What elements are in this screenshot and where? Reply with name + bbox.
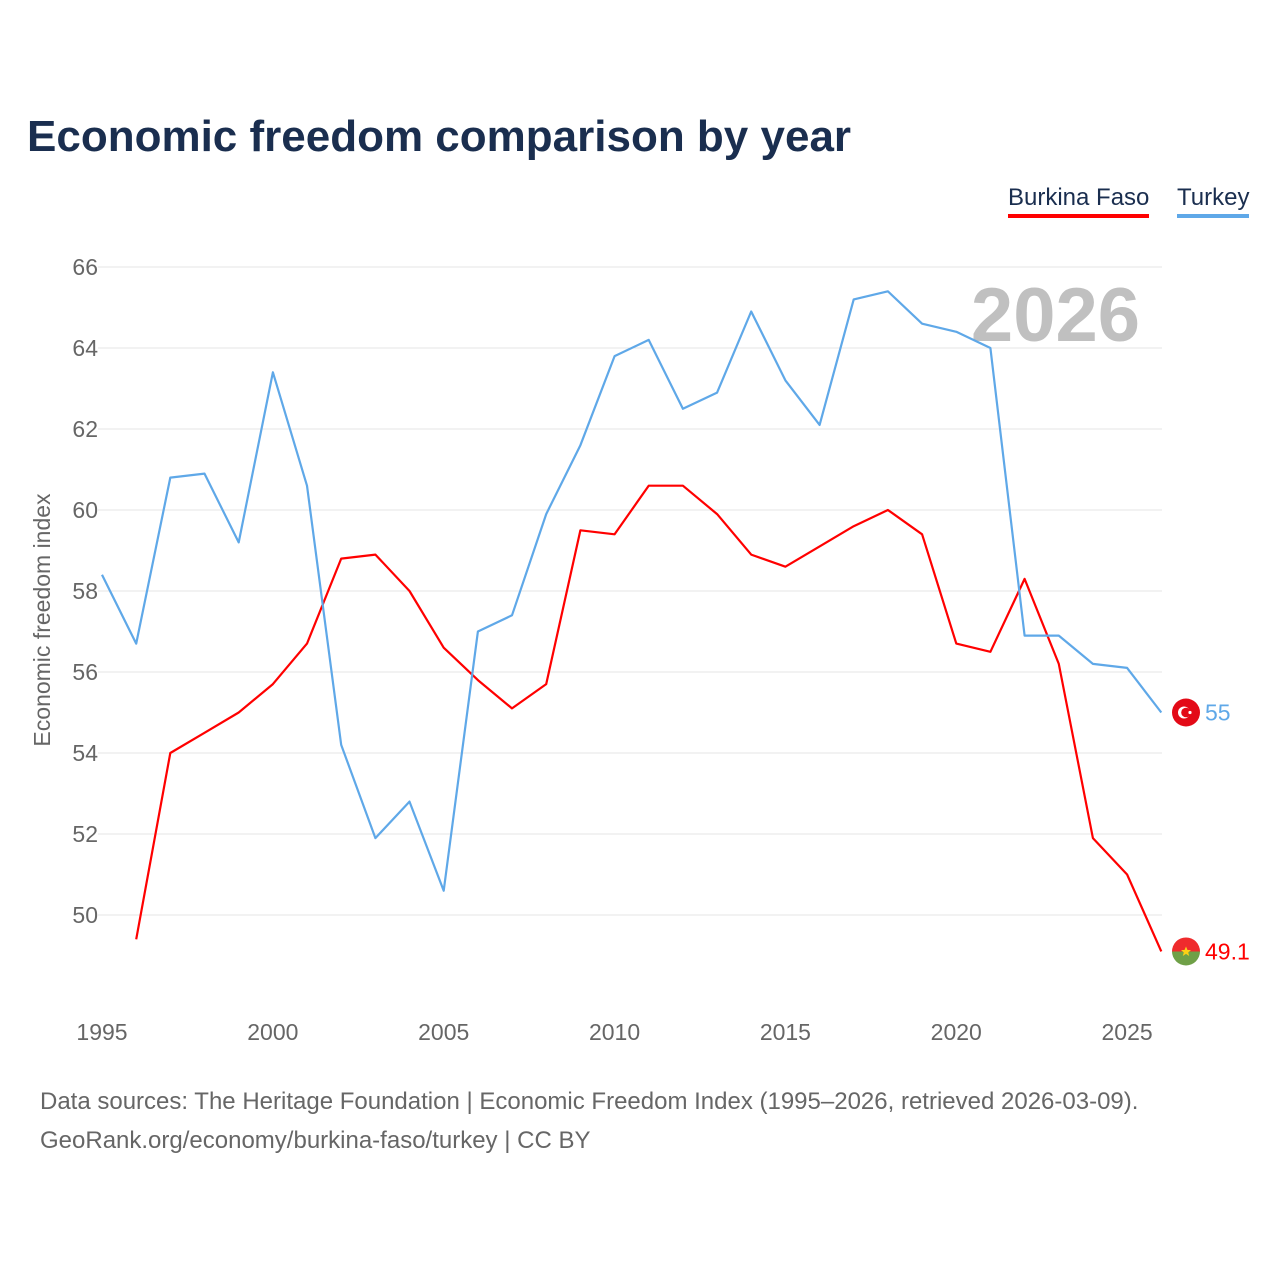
burkina-flag-icon [1172,937,1200,952]
end-value-label: 49.1 [1205,938,1250,964]
x-tick-label: 2010 [589,1019,640,1045]
x-tick-label: 2005 [418,1019,469,1045]
y-tick-label: 66 [72,254,98,280]
credit-link[interactable]: GeoRank.org/economy/burkina-faso/turkey … [40,1127,591,1154]
y-tick-label: 64 [72,335,98,361]
data-sources: Data sources: The Heritage Foundation | … [40,1088,1139,1115]
y-tick-label: 62 [72,416,98,442]
legend-burkina-faso[interactable]: Burkina Faso [1008,184,1150,218]
y-tick-label: 58 [72,578,98,604]
series-line-burkina-faso [135,484,1163,952]
turkey-flag-star [1188,710,1192,715]
end-value-label: 55 [1205,700,1231,726]
line-chart: 50 52 54 56 58 60 62 64 66 1995 2000 2005 2010 2015 20… [29,254,1250,1045]
x-tick-label: 2000 [247,1019,298,1045]
burkina-flag-star [1181,946,1191,956]
y-tick-label: 60 [72,497,98,523]
x-tick-label: 2025 [1102,1019,1153,1045]
burkina-flag-green [1172,951,1200,966]
y-tick-label: 50 [72,902,98,928]
turkey-flag-crescent-cut [1181,707,1191,718]
y-axis-label: Economic freedom index [29,493,55,747]
y-tick-label: 56 [72,659,98,685]
chart-title: Economic freedom comparison by year [27,112,852,161]
x-tick-label: 1995 [76,1019,127,1045]
y-tick-label: 54 [72,740,98,766]
year-watermark: 2026 [971,273,1140,358]
y-tick-label: 52 [72,821,98,847]
x-tick-label: 2020 [931,1019,982,1045]
legend-turkey[interactable]: Turkey [1177,184,1250,218]
series-line-turkey [101,290,1163,892]
x-tick-label: 2015 [760,1019,811,1045]
